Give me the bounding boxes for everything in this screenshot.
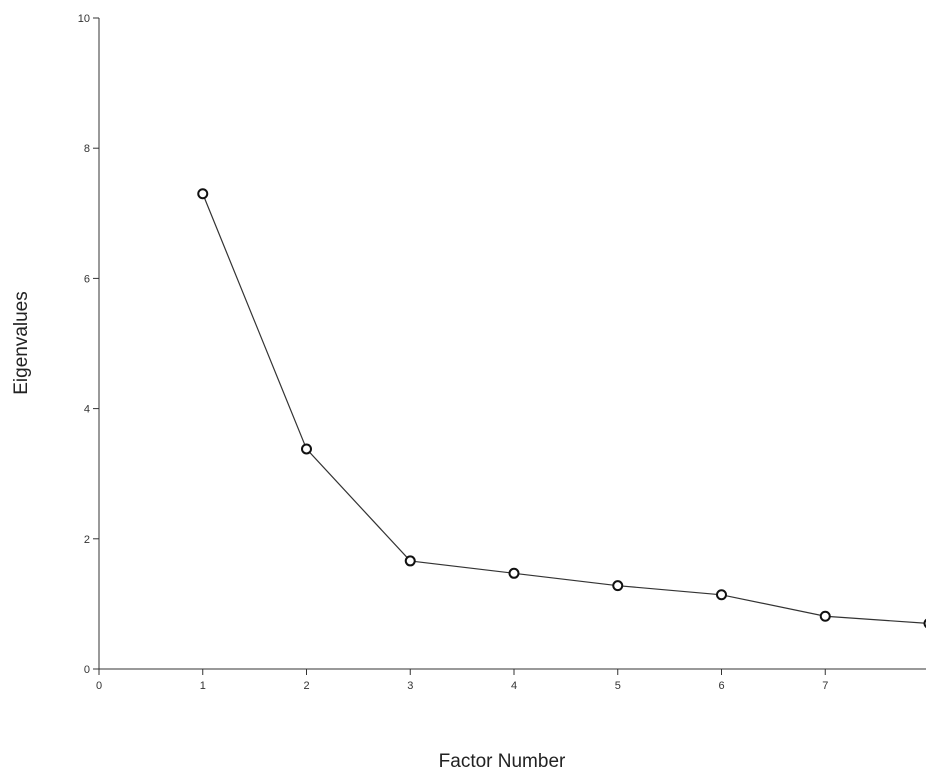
y-tick-label: 8	[84, 143, 90, 155]
x-tick-label: 4	[511, 680, 517, 692]
x-axis-title: Factor Number	[439, 751, 566, 772]
x-tick-label: 6	[718, 680, 724, 692]
series	[202, 193, 926, 624]
data-point	[404, 555, 416, 567]
x-tick-label: 0	[96, 680, 102, 692]
x-tick-label: 3	[407, 680, 413, 692]
series-line	[202, 193, 926, 624]
x-ticks: 012345678	[96, 669, 926, 692]
y-tick-label: 0	[84, 664, 90, 676]
y-tick-label: 2	[84, 534, 90, 546]
y-tick-label: 10	[78, 13, 90, 25]
y-tick-label: 4	[84, 404, 90, 416]
x-tick-label: 5	[615, 680, 621, 692]
axes	[98, 18, 926, 670]
x-tick-label: 2	[303, 680, 309, 692]
x-tick-label: 7	[822, 680, 828, 692]
data-point	[819, 610, 831, 622]
data-point	[197, 188, 209, 200]
y-axis-title: Eigenvalues	[11, 291, 32, 395]
data-points	[197, 188, 926, 629]
data-point	[508, 567, 520, 579]
y-tick-label: 6	[84, 273, 90, 285]
data-point	[716, 589, 727, 601]
data-point	[612, 580, 624, 592]
data-point	[301, 443, 312, 455]
x-tick-label: 1	[200, 680, 206, 692]
y-ticks: 0 2 4 6 8 10	[78, 13, 99, 676]
